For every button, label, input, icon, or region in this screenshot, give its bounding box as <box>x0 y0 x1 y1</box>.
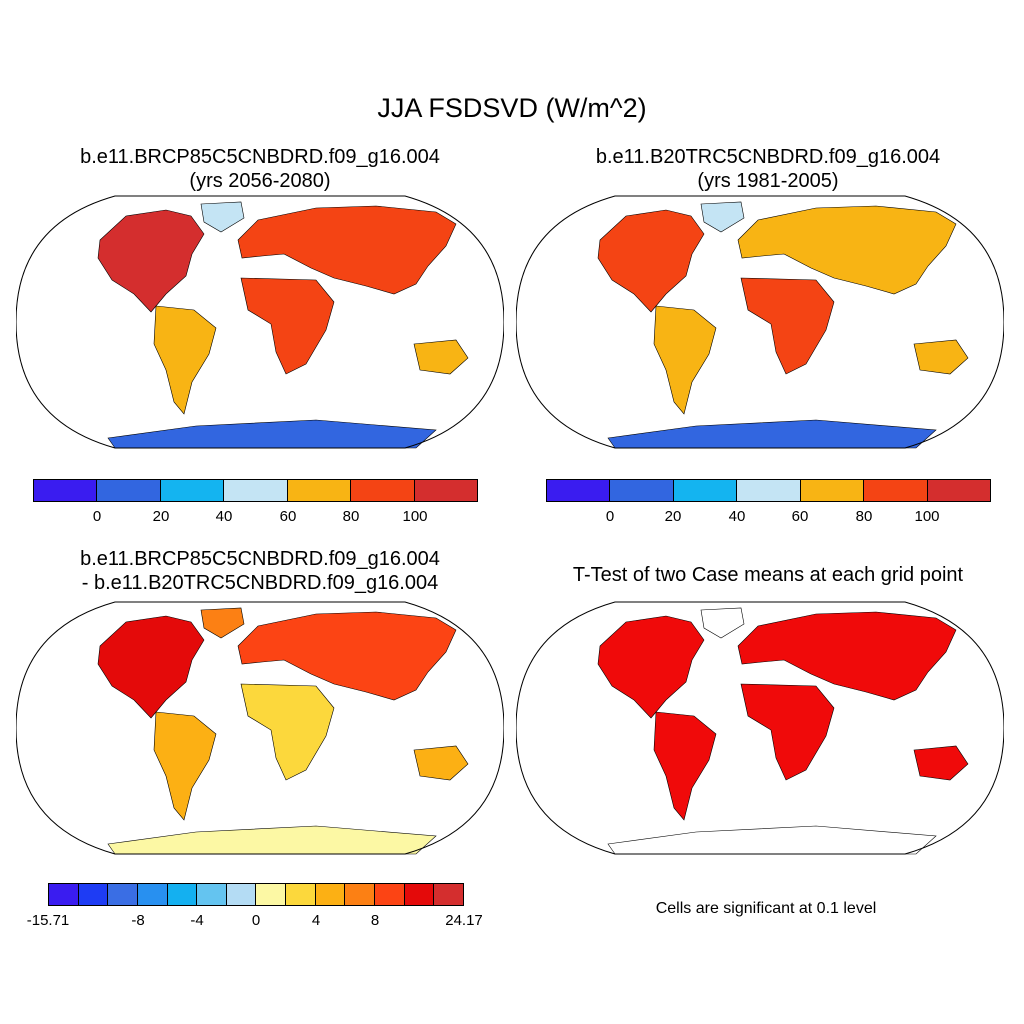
map-panel-historical <box>516 195 1004 449</box>
figure-title: JJA FSDSVD (W/m^2) <box>377 93 647 123</box>
colorbar-swatch <box>547 480 611 501</box>
colorbar-swatch <box>49 884 79 905</box>
landmass-antarctica <box>107 825 437 855</box>
landmass-eurasia <box>237 205 457 295</box>
panel-2-title: b.e11.B20TRC5CNBDRD.f09_g16.004 (yrs 198… <box>528 145 1008 193</box>
colorbar-rcp85 <box>33 479 478 502</box>
panel-1-title: b.e11.BRCP85C5CNBDRD.f09_g16.004 (yrs 20… <box>20 145 500 193</box>
colorbar-1-tick-label: 20 <box>152 508 170 525</box>
landmass-australia <box>913 745 969 781</box>
panel-4-title: T-Test of two Case means at each grid po… <box>572 564 964 586</box>
colorbar-2-tick-label: 0 <box>605 508 615 525</box>
colorbar-swatch <box>167 884 198 905</box>
colorbar-2-tick-label: 80 <box>855 508 873 525</box>
map-outline <box>16 195 504 449</box>
colorbar-swatch <box>197 884 227 905</box>
colorbar-3-tick-label: -15.71 <box>26 912 70 929</box>
colorbar-3-tick-label: 4 <box>311 912 321 929</box>
landmass-north-america <box>597 615 705 719</box>
colorbar-swatch <box>414 480 477 501</box>
colorbar-swatch <box>375 884 405 905</box>
landmass-antarctica <box>607 419 937 449</box>
colorbar-swatch <box>927 480 990 501</box>
colorbar-swatch <box>351 480 415 501</box>
map-outline <box>16 601 504 855</box>
colorbar-swatch <box>345 884 376 905</box>
significance-note: Cells are significant at 0.1 level <box>655 900 877 917</box>
colorbar-1-tick-label: 60 <box>279 508 297 525</box>
colorbar-3-tick-label: 0 <box>251 912 261 929</box>
colorbar-2-tick-label: 60 <box>791 508 809 525</box>
colorbar-1-tick-label: 80 <box>342 508 360 525</box>
colorbar-swatch <box>34 480 98 501</box>
landmass-antarctica <box>607 825 937 855</box>
colorbar-1-tick-label: 40 <box>215 508 233 525</box>
landmass-eurasia <box>737 205 957 295</box>
panel-2-years: (yrs 1981-2005) <box>697 170 839 192</box>
panel-1-years: (yrs 2056-2080) <box>189 170 331 192</box>
panel-3-title: b.e11.BRCP85C5CNBDRD.f09_g16.004 - b.e11… <box>20 547 500 595</box>
colorbar-swatch <box>256 884 287 905</box>
colorbar-2-tick-label: 20 <box>664 508 682 525</box>
colorbar-swatch <box>434 884 463 905</box>
colorbar-swatch <box>800 480 865 501</box>
colorbar-swatch <box>673 480 738 501</box>
panel-1-case-name: b.e11.BRCP85C5CNBDRD.f09_g16.004 <box>80 146 440 168</box>
landmass-south-america <box>653 711 717 821</box>
landmass-africa <box>240 277 335 375</box>
landmass-australia <box>413 339 469 375</box>
colorbar-swatch <box>160 480 225 501</box>
landmass-africa <box>240 683 335 781</box>
colorbar-swatch <box>224 480 288 501</box>
landmass-south-america <box>153 711 217 821</box>
colorbar-swatch <box>286 884 316 905</box>
landmass-north-america <box>97 209 205 313</box>
colorbar-swatch <box>287 480 352 501</box>
landmass-eurasia <box>737 611 957 701</box>
colorbar-difference <box>48 883 464 906</box>
colorbar-2-tick-label: 100 <box>914 508 940 525</box>
landmass-south-america <box>153 305 217 415</box>
landmass-north-america <box>597 209 705 313</box>
colorbar-swatch <box>315 884 346 905</box>
panel-3-case-a: b.e11.BRCP85C5CNBDRD.f09_g16.004 <box>80 548 440 570</box>
landmass-antarctica <box>107 419 437 449</box>
colorbar-swatch <box>78 884 109 905</box>
panel-3-case-b: - b.e11.B20TRC5CNBDRD.f09_g16.004 <box>81 572 439 594</box>
colorbar-swatch <box>864 480 928 501</box>
colorbar-3-tick-label: 8 <box>370 912 380 929</box>
landmass-greenland <box>700 201 745 233</box>
landmass-africa <box>740 683 835 781</box>
map-outline <box>516 195 1004 449</box>
landmass-greenland <box>200 607 245 639</box>
colorbar-historical <box>546 479 991 502</box>
colorbar-swatch <box>404 884 435 905</box>
landmass-south-america <box>653 305 717 415</box>
map-panel-ttest <box>516 601 1004 855</box>
colorbar-swatch <box>610 480 674 501</box>
colorbar-3-tick-label: 24.17 <box>445 912 483 929</box>
panel-2-case-name: b.e11.B20TRC5CNBDRD.f09_g16.004 <box>595 146 941 168</box>
colorbar-2-tick-label: 40 <box>728 508 746 525</box>
colorbar-swatch <box>108 884 138 905</box>
colorbar-1-tick-label: 100 <box>402 508 428 525</box>
landmass-africa <box>740 277 835 375</box>
map-outline <box>516 601 1004 855</box>
colorbar-swatch <box>737 480 801 501</box>
map-panel-difference <box>16 601 504 855</box>
landmass-greenland <box>700 607 745 639</box>
landmass-australia <box>913 339 969 375</box>
landmass-greenland <box>200 201 245 233</box>
colorbar-swatch <box>97 480 161 501</box>
landmass-north-america <box>97 615 205 719</box>
colorbar-swatch <box>137 884 168 905</box>
colorbar-3-tick-label: -8 <box>131 912 145 929</box>
colorbar-3-tick-label: -4 <box>190 912 204 929</box>
landmass-eurasia <box>237 611 457 701</box>
colorbar-swatch <box>226 884 257 905</box>
colorbar-1-tick-label: 0 <box>92 508 102 525</box>
landmass-australia <box>413 745 469 781</box>
map-panel-rcp85 <box>16 195 504 449</box>
